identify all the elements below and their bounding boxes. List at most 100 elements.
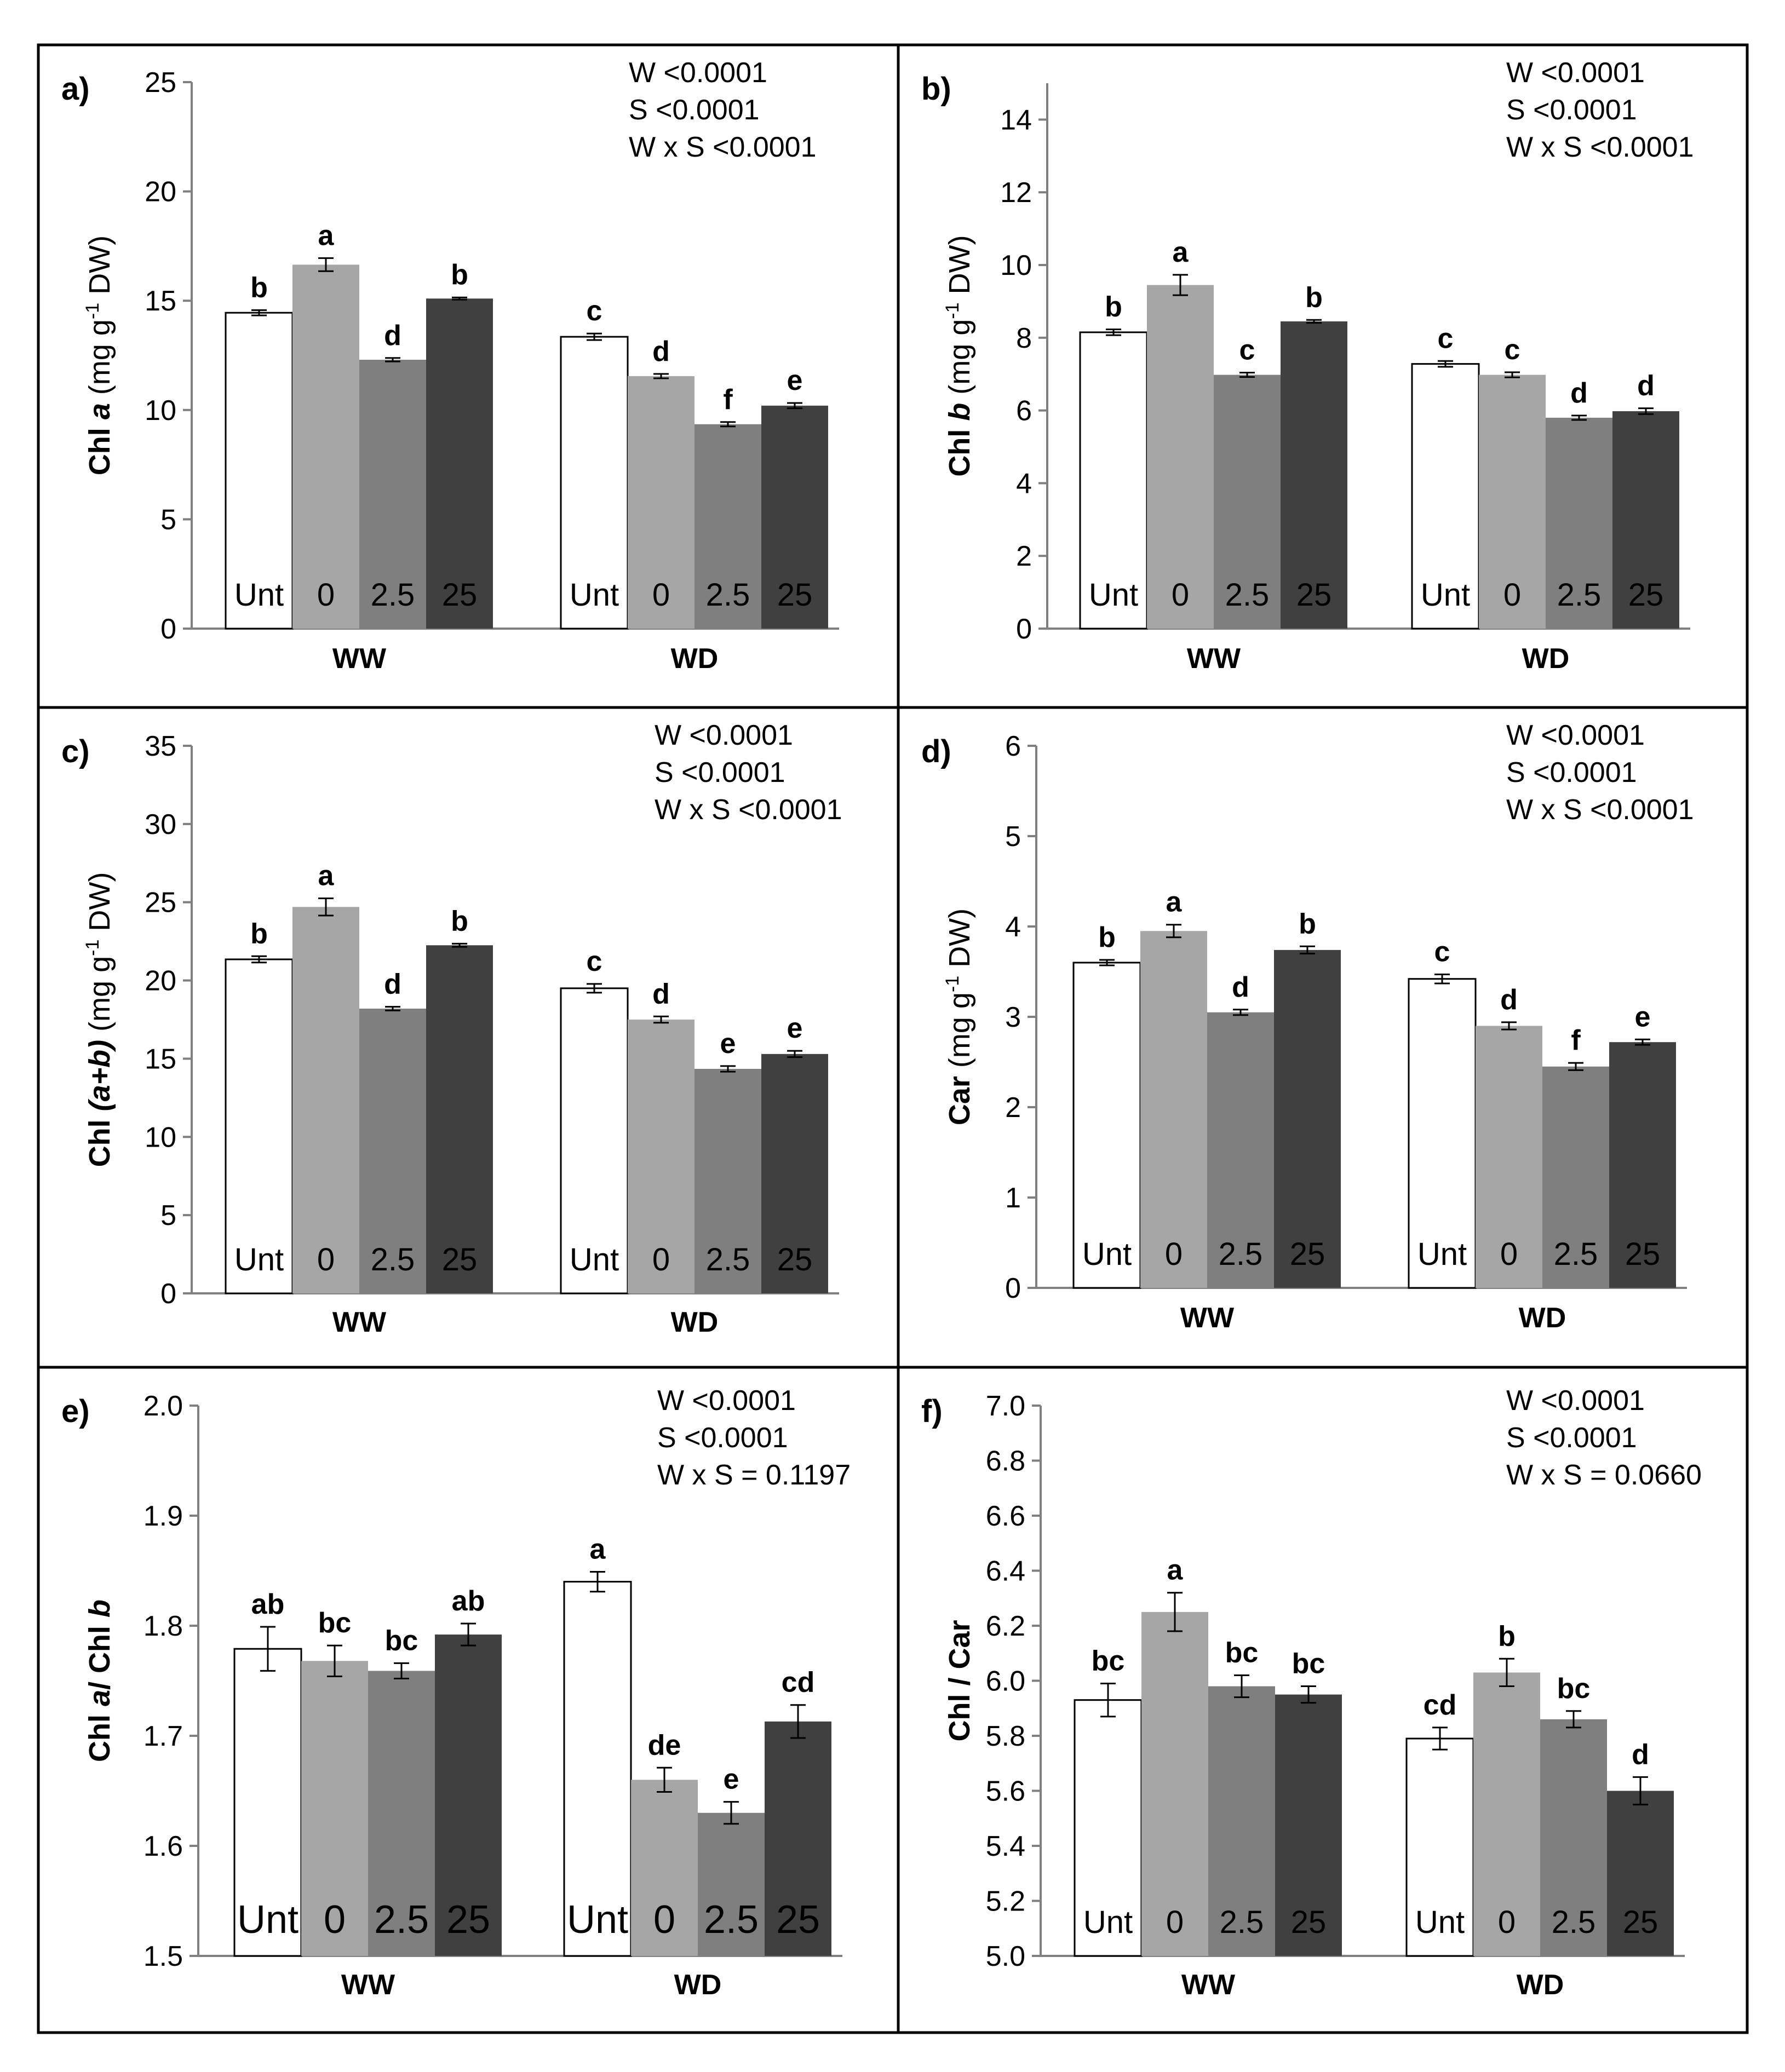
series-label: Unt — [570, 577, 619, 613]
significance-letter: b — [1305, 281, 1323, 313]
error-bar — [590, 1571, 605, 1593]
bar-ww-25 — [1281, 321, 1347, 629]
y-axis-title-part: b — [83, 1599, 116, 1618]
error-bar — [318, 897, 334, 917]
error-bar — [385, 1006, 400, 1011]
series-label: Unt — [237, 1898, 299, 1942]
series-label: Unt — [1421, 577, 1470, 613]
stats-line: W x S <0.0001 — [1506, 794, 1694, 826]
error-bar — [1306, 319, 1322, 324]
bar-ww-2_5 — [368, 1671, 435, 1956]
error-bar — [1505, 371, 1520, 378]
series-label: Unt — [567, 1898, 628, 1942]
significance-letter: f — [1571, 1025, 1581, 1056]
error-bar — [1566, 1710, 1581, 1729]
error-bar — [1100, 1683, 1116, 1718]
bar-ww-0 — [292, 264, 359, 629]
y-axis-title-part: Chl — [83, 419, 116, 475]
significance-letter: a — [1166, 887, 1183, 918]
stats-line: W <0.0001 — [629, 57, 767, 89]
category-label: WW — [1180, 1302, 1235, 1334]
significance-letter: c — [587, 295, 602, 327]
significance-letter: f — [723, 384, 733, 416]
series-label: 0 — [1500, 1236, 1518, 1272]
significance-letter: b — [1098, 922, 1116, 953]
y-axis-title-part: -1 — [942, 302, 963, 319]
stats-line: S <0.0001 — [657, 1422, 788, 1454]
series-label: Unt — [234, 1242, 284, 1277]
error-bar — [1638, 407, 1654, 415]
significance-letter: d — [1637, 370, 1655, 402]
y-tick-label: 1.8 — [144, 1610, 183, 1642]
series-label: Unt — [570, 1242, 619, 1277]
category-label: WD — [1517, 1969, 1564, 2001]
bar-ww-0 — [1140, 931, 1207, 1288]
error-bar — [1106, 329, 1121, 336]
significance-letter: bc — [385, 1625, 418, 1656]
y-tick-label: 1.5 — [144, 1941, 183, 1972]
bar-wd-2_5 — [1546, 417, 1612, 629]
y-tick-label: 3 — [1005, 1002, 1021, 1033]
error-bar — [1499, 1657, 1514, 1688]
series-label: 25 — [442, 577, 478, 613]
error-bar — [327, 1644, 342, 1677]
category-label: WD — [674, 1969, 722, 2001]
stats-line: W <0.0001 — [1506, 720, 1645, 751]
series-label: 25 — [1625, 1236, 1661, 1272]
error-bar — [1301, 1685, 1316, 1704]
significance-letter: c — [1239, 335, 1255, 366]
significance-letter: a — [1167, 1555, 1184, 1586]
significance-letter: d — [652, 978, 670, 1010]
category-label: WW — [332, 1306, 387, 1338]
y-axis-title-part: DW) — [83, 872, 116, 940]
panel-letter: e) — [61, 1394, 90, 1429]
bar-wd-2_5 — [695, 424, 761, 629]
series-label: 2.5 — [1557, 577, 1602, 613]
panel-d: d) 0 1 2 3 4 5 6 Car (mg g-1 DW) W <0.0001 S <0.00… — [921, 720, 1694, 1334]
stats-line: W x S <0.0001 — [1506, 131, 1694, 163]
y-axis-title: Chl (a+b) (mg g-1 DW) — [82, 872, 116, 1167]
stats-line: W <0.0001 — [657, 1385, 796, 1417]
y-tick-label: 6.2 — [986, 1610, 1025, 1642]
y-tick-label: 6.4 — [986, 1556, 1025, 1587]
bar-ww-25 — [426, 945, 493, 1293]
error-bar — [1167, 1592, 1183, 1632]
series-label: 25 — [776, 1898, 820, 1942]
significance-letter: d — [384, 969, 401, 1000]
y-tick-label: 8 — [1016, 323, 1032, 354]
significance-letter: bc — [1557, 1673, 1591, 1705]
y-axis-title-part: -1 — [942, 976, 963, 992]
y-tick-label: 5.0 — [986, 1941, 1025, 1972]
stats-line: S <0.0001 — [629, 94, 760, 126]
y-tick-label: 0 — [160, 613, 176, 645]
series-label: 0 — [317, 577, 335, 613]
significance-letter: bc — [1092, 1645, 1125, 1677]
significance-letter: b — [250, 272, 268, 303]
y-tick-label: 4 — [1005, 911, 1021, 943]
series-label: 0 — [653, 1898, 675, 1942]
series-label: 2.5 — [704, 1898, 759, 1942]
y-axis-title-part: DW) — [943, 908, 976, 976]
significance-letter: e — [787, 1012, 803, 1044]
y-tick-label: 25 — [145, 67, 176, 99]
y-tick-label: 5.8 — [986, 1720, 1025, 1752]
y-axis-title-part: -1 — [82, 940, 103, 956]
error-bar — [790, 1704, 806, 1739]
y-tick-label: 20 — [145, 965, 176, 997]
significance-letter: de — [648, 1729, 681, 1761]
significance-letter: e — [787, 365, 803, 396]
bar-ww-0 — [1147, 285, 1214, 629]
y-tick-label: 6.6 — [986, 1500, 1025, 1532]
bar-ww-0 — [301, 1661, 368, 1956]
series-label: Unt — [1083, 1904, 1133, 1940]
error-bar — [251, 309, 267, 316]
y-tick-label: 1.9 — [144, 1500, 183, 1532]
error-bar — [1438, 360, 1453, 368]
error-bar — [1099, 959, 1115, 966]
significance-letter: b — [451, 905, 468, 937]
y-tick-label: 0 — [160, 1278, 176, 1310]
significance-letter: d — [384, 320, 401, 352]
series-label: 0 — [1172, 577, 1189, 613]
y-tick-label: 20 — [145, 176, 176, 208]
